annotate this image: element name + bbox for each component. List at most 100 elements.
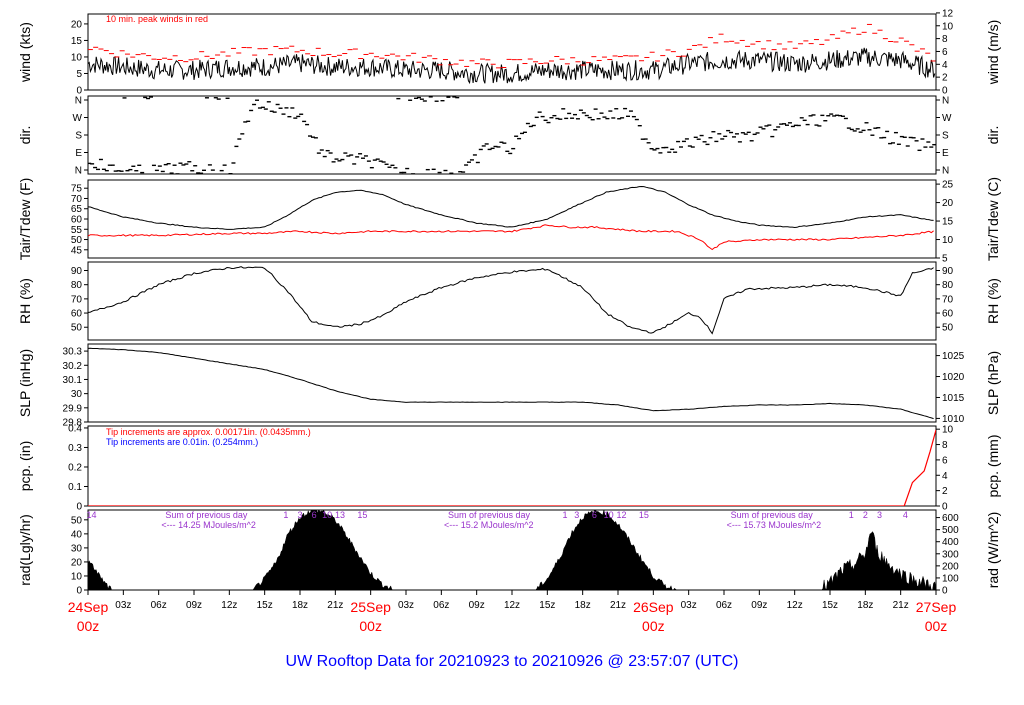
ytick-label-right-pcp: 0 [942, 502, 948, 513]
xtick-label: 18z [292, 600, 308, 611]
rad-hour-marker: 15 [357, 510, 367, 520]
ytick-label-left-pcp: 0.4 [68, 423, 82, 434]
rad-sum-value: <--- 14.25 MJoules/m^2 [161, 520, 256, 530]
xtick-label: 21z [893, 600, 909, 611]
series-radiation-area [88, 510, 936, 590]
chart-title: UW Rooftop Data for 20210923 to 20210926… [286, 653, 739, 670]
rad-hour-marker: 1 [849, 510, 854, 520]
ytick-label-right-rh: 70 [942, 294, 954, 305]
xtick-label: 09z [751, 600, 767, 611]
xtick-label: 15z [257, 600, 273, 611]
ytick-label-left-temp: 60 [71, 215, 83, 226]
ytick-label-left-slp: 30 [71, 389, 83, 400]
ytick-label-left-temp: 65 [71, 204, 83, 215]
xtick-label: 09z [186, 600, 202, 611]
panels-group: wind (kts) wind (m/s)0510152002468101210 … [17, 8, 1001, 596]
ytick-label-right-temp: 25 [942, 180, 954, 191]
ytick-label-right-temp: 10 [942, 235, 954, 246]
xtick-label: 21z [327, 600, 343, 611]
ytick-label-right-wind: 6 [942, 47, 948, 58]
ytick-label-right-rad: 500 [942, 525, 959, 536]
rad-hour-marker: 14 [87, 510, 97, 520]
plot-area-dir [88, 96, 936, 174]
wind-annotation: 10 min. peak winds in red [106, 14, 208, 24]
ytick-label-right-slp: 1010 [942, 414, 965, 425]
xtick-label: 12z [787, 600, 803, 611]
xtick-label: 06z [716, 600, 732, 611]
ytick-label-right-rad: 400 [942, 537, 959, 548]
ytick-label-right-temp: 5 [942, 254, 948, 265]
ytick-label-left-rad: 50 [71, 515, 83, 526]
ytick-label-right-wind: 12 [942, 8, 954, 19]
series-tair-line [88, 185, 934, 230]
ylabel-left-dir: dir. [17, 126, 33, 145]
series-slp-line [88, 347, 934, 420]
ytick-label-right-rad: 0 [942, 586, 948, 597]
rad-hour-marker: 1 [562, 510, 567, 520]
panel-dir: dir. dir.N NW WS SE EN N [17, 95, 1001, 177]
ytick-label-right-rh: 50 [942, 323, 954, 334]
ytick-label-right-temp: 15 [942, 217, 954, 228]
ylabel-left-rad: rad(Lgly/hr) [17, 514, 33, 586]
ytick-label-right-rad: 600 [942, 513, 959, 524]
xtick-label: 15z [822, 600, 838, 611]
ytick-label-left-rad: 20 [71, 557, 83, 568]
ytick-label-left-rad: 40 [71, 529, 83, 540]
ytick-label-left-rh: 60 [71, 309, 83, 320]
xtick-label: 03z [398, 600, 414, 611]
xtick-label: 12z [221, 600, 237, 611]
ytick-label-left-rh: 70 [71, 294, 83, 305]
ytick-label-left-slp: 29.8 [63, 418, 83, 429]
ylabel-left-rh: RH (%) [17, 278, 33, 324]
ytick-label-right-dir: W [942, 113, 952, 124]
ytick-label-right-dir: E [942, 148, 949, 159]
ytick-label-right-rh: 80 [942, 280, 954, 291]
ytick-label-right-rad: 100 [942, 573, 959, 584]
rad-hour-marker: 10 [604, 510, 614, 520]
xtick-label: 12z [504, 600, 520, 611]
ytick-label-right-wind: 8 [942, 34, 948, 45]
rad-hour-marker: 1 [283, 510, 288, 520]
ytick-label-right-pcp: 2 [942, 486, 948, 497]
ytick-label-left-wind: 15 [71, 36, 83, 47]
ytick-label-left-wind: 0 [76, 86, 82, 97]
xtick-day-sub: 00z [359, 618, 382, 634]
xtick-label: 06z [151, 600, 167, 611]
ytick-label-left-temp: 55 [71, 225, 83, 236]
rad-hour-marker: 12 [617, 510, 627, 520]
ytick-label-left-pcp: 0.1 [68, 482, 82, 493]
ytick-label-left-dir: E [75, 148, 82, 159]
rad-hour-marker: 4 [903, 510, 908, 520]
xtick-label: 21z [610, 600, 626, 611]
xtick-day-label: 25Sep [350, 599, 391, 615]
ytick-label-right-rad: 300 [942, 549, 959, 560]
ytick-label-left-dir: W [73, 113, 83, 124]
ytick-label-right-pcp: 10 [942, 425, 954, 436]
ytick-label-right-wind: 10 [942, 21, 954, 32]
series-wind-line [88, 47, 936, 85]
ytick-label-left-wind: 5 [76, 69, 82, 80]
ytick-label-right-rh: 60 [942, 309, 954, 320]
ytick-label-left-wind: 20 [71, 19, 83, 30]
xtick-label: 18z [575, 600, 591, 611]
ylabel-right-dir: dir. [985, 126, 1001, 145]
ytick-label-left-slp: 30.3 [63, 347, 83, 358]
rad-sum-label: Sum of previous day [448, 510, 531, 520]
rad-sum-label: Sum of previous day [731, 510, 814, 520]
rad-hour-marker: 3 [574, 510, 579, 520]
ylabel-left-temp: Tair/Tdew (F) [17, 178, 33, 260]
panel-frame-temp [87, 179, 937, 259]
panel-frame-wind [87, 13, 937, 91]
ylabel-left-pcp: pcp. (in) [17, 441, 33, 492]
ytick-label-left-rad: 10 [71, 571, 83, 582]
plot-area-slp [88, 347, 934, 420]
pcp-annotation-tip: Tip increments are 0.01in. (0.254mm.) [106, 437, 258, 447]
ytick-label-right-dir: S [942, 131, 949, 142]
xtick-label: 18z [857, 600, 873, 611]
ytick-label-right-rh: 90 [942, 266, 954, 277]
plot-area-temp [88, 185, 934, 251]
panel-wind: wind (kts) wind (m/s) 0 5 10 15 20 0 2 4 6 8 10 12 10 … [17, 8, 1001, 96]
ytick-label-left-dir: N [75, 166, 82, 177]
